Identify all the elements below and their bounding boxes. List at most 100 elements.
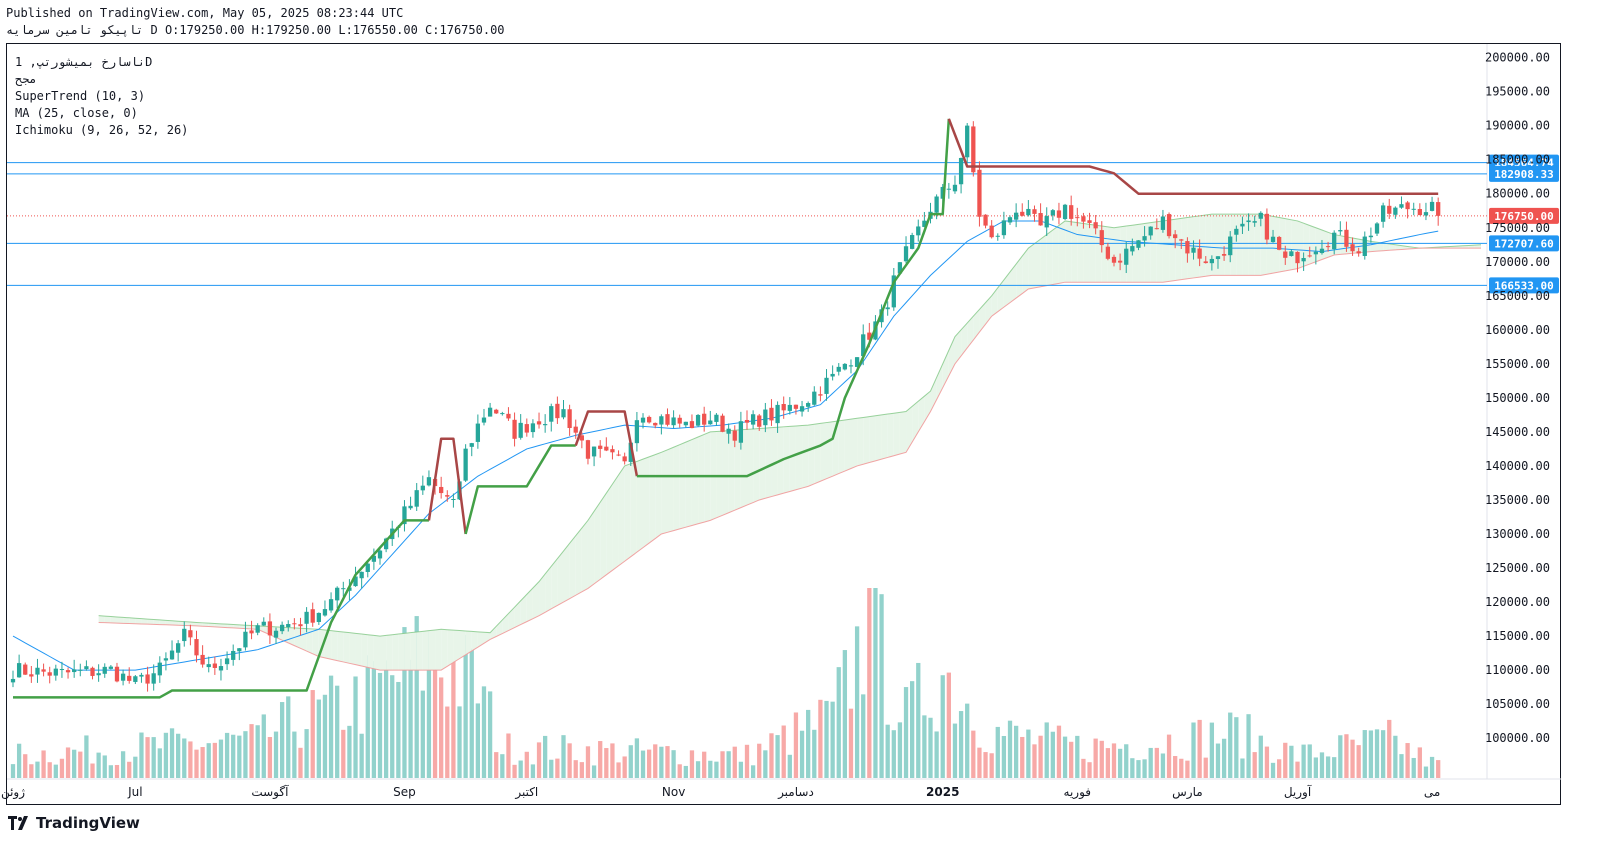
candle-body (702, 413, 707, 425)
volume-bars (10, 588, 1441, 778)
cloud-segment (343, 632, 350, 664)
candle-body (1417, 209, 1422, 216)
candle-body (1313, 251, 1318, 255)
cloud-segment (1126, 225, 1133, 283)
volume-bar (1423, 766, 1429, 778)
volume-bar (720, 751, 725, 778)
candle-body (1136, 240, 1141, 248)
candle-body (1277, 236, 1282, 250)
time-axis: ژوئن Jul آگوست Sep اکتبر Nov دسامبر 2025 فوریه ما… (1, 778, 1561, 800)
volume-bar (659, 746, 664, 778)
cloud-segment (722, 430, 729, 516)
cloud-segment (997, 279, 1004, 312)
volume-bar (928, 717, 933, 778)
cloud-segment (1254, 214, 1261, 276)
time-tick-label: آوریل (1284, 784, 1312, 800)
volume-bar (1166, 734, 1172, 778)
cloud-segment (116, 616, 124, 624)
candle-body (1246, 220, 1251, 223)
volume-bar (1099, 740, 1104, 778)
volume-bar (29, 764, 34, 778)
volume-bar (946, 672, 951, 778)
volume-bar (139, 732, 144, 778)
cloud-segment (857, 417, 864, 466)
candle-body (29, 674, 34, 677)
volume-bar (133, 756, 138, 778)
time-tick-label: فوریه (1064, 785, 1092, 800)
candle-body (102, 666, 107, 674)
cloud-segment (1217, 214, 1225, 276)
volume-bar (169, 728, 175, 778)
candle-body (1154, 228, 1159, 230)
volume-bar (934, 731, 939, 778)
volume-bar (16, 743, 22, 778)
candle-body (23, 664, 28, 675)
volume-bar (1393, 735, 1398, 778)
candle-body (720, 415, 725, 432)
chart-frame[interactable] (6, 43, 1561, 805)
candle-body (426, 477, 432, 486)
candle-body (1197, 248, 1202, 259)
volume-bar (286, 696, 291, 778)
candle-body (1429, 201, 1435, 211)
cloud-segment (789, 425, 796, 492)
candle-body (1338, 230, 1343, 232)
volume-bar (1062, 736, 1068, 778)
candle-body (96, 673, 101, 676)
candle-body (1032, 209, 1037, 214)
volume-bar (475, 703, 481, 778)
supertrend-up-line (636, 118, 951, 478)
volume-bar (1277, 759, 1282, 778)
candle-body (1325, 246, 1331, 248)
candle-body (854, 357, 860, 367)
legend-ma[interactable]: MA (25, close, 0) (15, 106, 138, 120)
candle-body (512, 419, 517, 439)
candles (10, 121, 1441, 692)
tradingview-logo[interactable]: TradingView (8, 814, 140, 832)
candle-body (1166, 214, 1172, 237)
volume-bar (971, 730, 976, 778)
candle-body (53, 668, 58, 676)
ma-line (12, 220, 1439, 671)
volume-bar (23, 754, 28, 778)
candle-body (971, 126, 976, 173)
volume-bar (671, 750, 676, 778)
volume-bar (481, 686, 487, 778)
cloud-segment (398, 633, 405, 671)
volume-bar (1325, 756, 1331, 778)
volume-bar (1001, 735, 1007, 778)
volume-bar (1160, 753, 1166, 778)
candle-body (1380, 205, 1386, 222)
volume-bar (1044, 722, 1049, 778)
volume-bar (145, 737, 150, 778)
cloud-segment (1377, 242, 1384, 252)
volume-bar (1411, 757, 1416, 778)
legend-ichimoku[interactable]: Ichimoku (9, 26, 52, 26) (15, 123, 189, 137)
price-tick-label: 110000.00 (1485, 663, 1550, 677)
candle-body (555, 403, 560, 419)
legend-supertrend[interactable]: SuperTrend (10, 3) (15, 89, 146, 103)
volume-bar (200, 747, 205, 778)
candle-body (1350, 244, 1355, 252)
last-price-label: 176750.00 (1494, 210, 1554, 223)
price-tick-label: 200000.00 (1485, 51, 1550, 65)
time-tick-label: دسامبر (777, 785, 814, 800)
cloud-segment (1034, 239, 1041, 288)
volume-bar (989, 753, 994, 778)
cloud-segment (753, 428, 760, 503)
volume-bar (634, 738, 640, 778)
volume-bar (292, 731, 297, 778)
cloud-segment (1065, 220, 1072, 283)
volume-bar (218, 739, 224, 778)
volume-bar (255, 725, 260, 778)
candle-body (10, 678, 16, 683)
candle-body (1191, 247, 1196, 253)
candle-body (738, 421, 744, 443)
volume-bar (432, 668, 438, 778)
cloud-segment (881, 414, 888, 460)
cloud-segment (227, 624, 234, 628)
time-tick-label: مارس (1172, 785, 1203, 800)
candle-body (157, 662, 162, 676)
candle-body (561, 409, 566, 418)
